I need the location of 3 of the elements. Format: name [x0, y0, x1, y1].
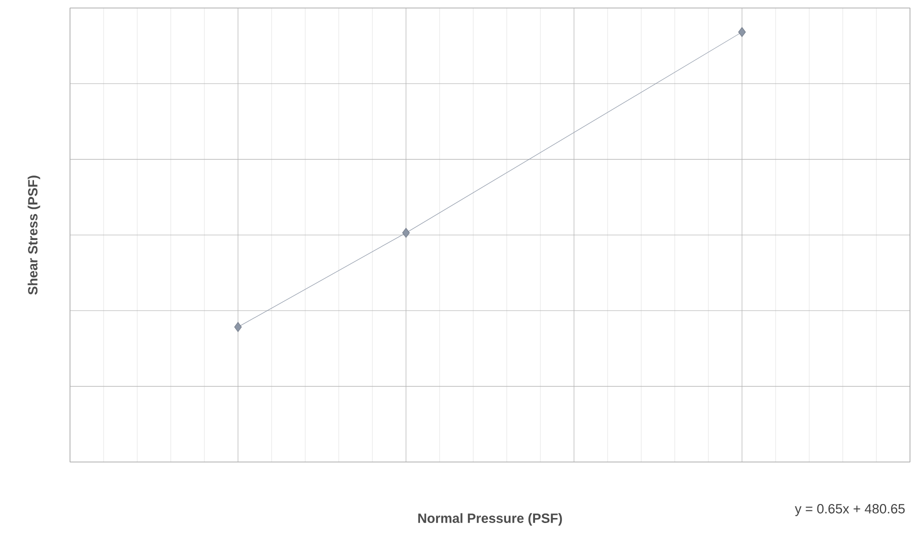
y-axis-title: Shear Stress (PSF) [28, 176, 40, 295]
x-axis-title: Normal Pressure (PSF) [418, 513, 562, 526]
text: y = 0.65x + 480.65 [794, 504, 905, 516]
